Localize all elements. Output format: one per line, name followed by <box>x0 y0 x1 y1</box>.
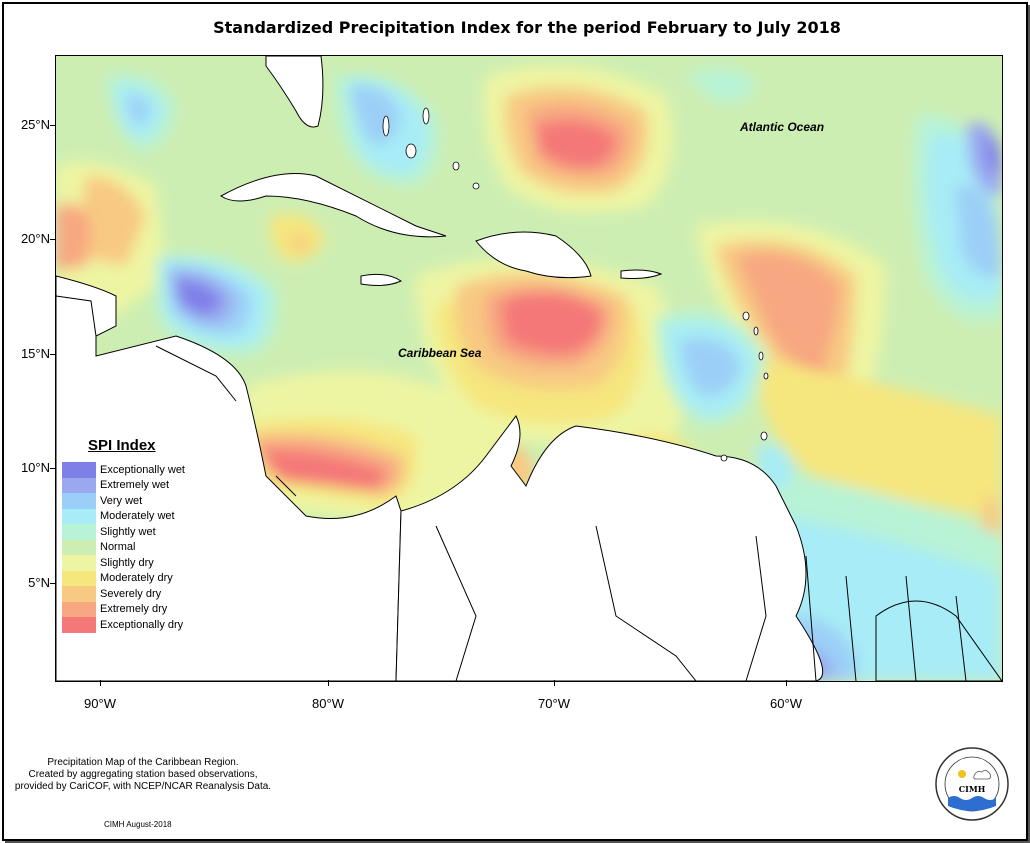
legend-item: Extremely dry <box>62 601 202 617</box>
land <box>56 56 1002 681</box>
lat-label-25: 25°N <box>20 117 50 132</box>
lat-tick <box>50 468 55 469</box>
legend-swatch <box>62 601 96 617</box>
legend-label: Moderately wet <box>100 510 175 523</box>
small-islands <box>382 107 769 462</box>
legend-label: Normal <box>100 541 136 554</box>
caption-line-2: Created by aggregating station based obs… <box>28 769 258 780</box>
puerto-rico <box>620 269 663 279</box>
borders <box>56 295 967 681</box>
lat-tick <box>50 583 55 584</box>
legend-swatch <box>62 555 96 571</box>
lat-label-15: 15°N <box>20 346 50 361</box>
lat-label-10: 10°N <box>20 460 50 475</box>
legend-item: Moderately wet <box>62 508 202 524</box>
legend-label: Exceptionally wet <box>100 463 185 476</box>
legend-item: Exceptionally wet <box>62 462 202 478</box>
cuba <box>220 173 447 238</box>
cloud-icon <box>973 770 992 780</box>
south-america <box>395 415 824 681</box>
legend-item: Extremely wet <box>62 477 202 493</box>
lon-label-90: 90°W <box>84 696 116 711</box>
lon-label-70: 70°W <box>538 696 570 711</box>
legend-label: Severely dry <box>100 587 162 600</box>
lon-tick <box>328 680 329 686</box>
legend-title: SPI Index <box>88 437 156 454</box>
caribbean-sea-label: Caribbean Sea <box>398 346 482 360</box>
lon-label-80: 80°W <box>312 696 344 711</box>
legend-swatch <box>62 508 96 524</box>
jamaica <box>360 273 403 286</box>
legend-item: Moderately dry <box>62 570 202 586</box>
spi-map <box>56 56 1002 681</box>
lat-tick <box>50 239 55 240</box>
wave-icon <box>948 796 996 811</box>
lon-tick <box>554 680 555 686</box>
cimh-logo: CIMH <box>935 747 1009 821</box>
caption-line-3: provided by CariCOF, with NCEP/NCAR Rean… <box>14 781 272 792</box>
legend-swatch <box>62 617 96 633</box>
map-title: Standardized Precipitation Index for the… <box>213 18 841 37</box>
spi-field <box>56 64 1002 681</box>
lat-tick <box>50 354 55 355</box>
lat-label-5: 5°N <box>28 575 50 590</box>
lon-label-60: 60°W <box>770 696 802 711</box>
lat-label-20: 20°N <box>20 231 50 246</box>
map-area <box>55 55 1003 682</box>
legend-swatch <box>62 493 96 509</box>
legend-swatch <box>62 539 96 555</box>
legend-item: Exceptionally dry <box>62 617 202 633</box>
legend-item: Normal <box>62 539 202 555</box>
legend-item: Severely dry <box>62 586 202 602</box>
legend-label: Slightly dry <box>100 556 154 569</box>
sun-icon <box>958 770 966 778</box>
legend-swatch <box>62 524 96 540</box>
spi-legend: SPI Index Exceptionally wet Extremely wet… <box>62 437 202 633</box>
legend-label: Exceptionally dry <box>100 618 184 631</box>
lon-tick <box>786 680 787 686</box>
hispaniola <box>475 231 592 279</box>
legend-swatch <box>62 477 96 493</box>
lat-tick <box>50 125 55 126</box>
legend-item: Very wet <box>62 493 202 509</box>
caption: Precipitation Map of the Caribbean Regio… <box>8 757 278 793</box>
legend-label: Very wet <box>100 494 143 507</box>
legend-swatch <box>62 586 96 602</box>
legend-label: Moderately dry <box>100 572 173 585</box>
atlantic-ocean-label: Atlantic Ocean <box>740 120 825 134</box>
caption-line-1: Precipitation Map of the Caribbean Regio… <box>47 757 239 768</box>
credit: CIMH August-2018 <box>104 820 172 829</box>
legend-label: Extremely wet <box>100 479 170 492</box>
legend-items: Exceptionally wet Extremely wet Very wet Mo… <box>62 462 202 633</box>
legend-label: Extremely dry <box>100 603 168 616</box>
legend-item: Slightly wet <box>62 524 202 540</box>
florida <box>265 56 324 128</box>
logo-text: CIMH <box>959 784 986 794</box>
legend-item: Slightly dry <box>62 555 202 571</box>
legend-label: Slightly wet <box>100 525 156 538</box>
legend-swatch <box>62 462 96 478</box>
lon-tick <box>100 680 101 686</box>
legend-swatch <box>62 570 96 586</box>
